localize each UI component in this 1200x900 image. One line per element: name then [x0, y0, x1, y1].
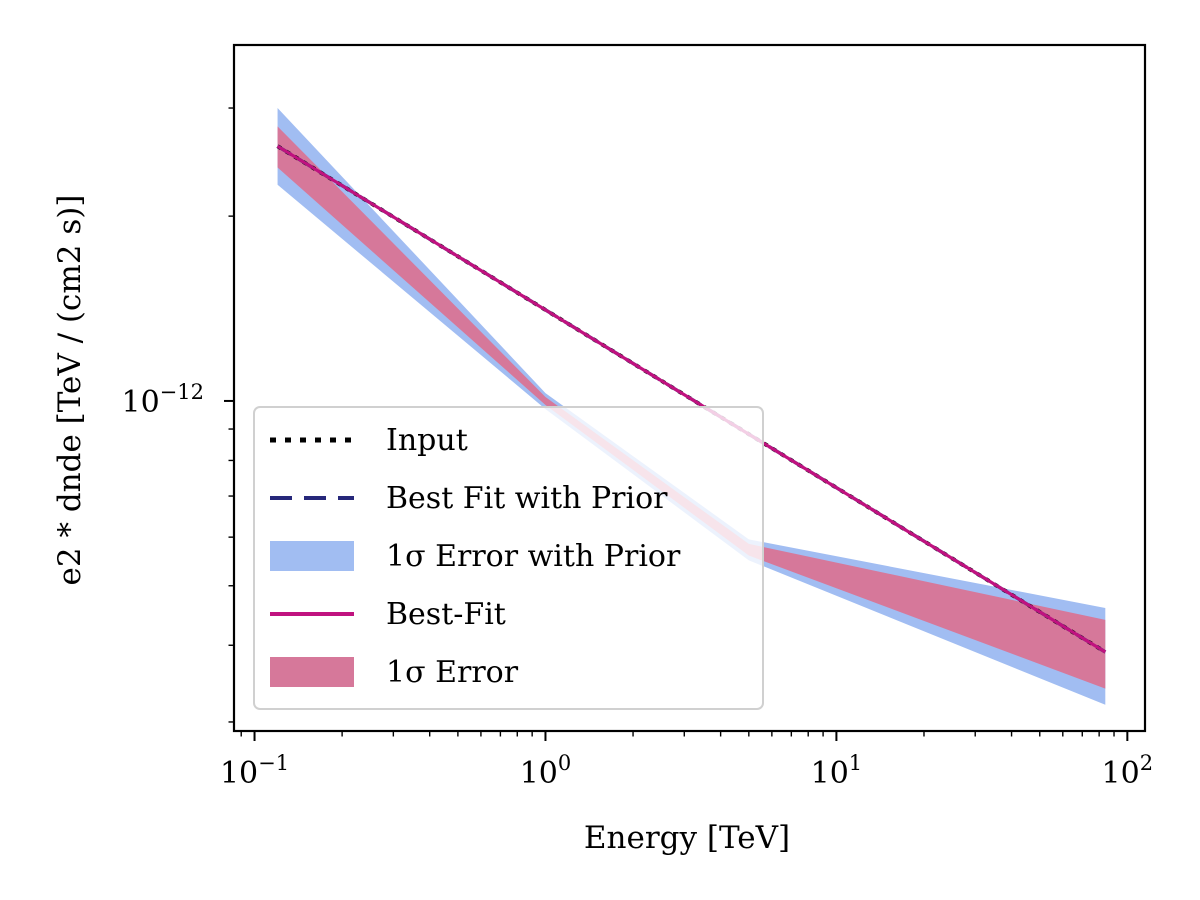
legend-label-3: Best-Fit [386, 597, 506, 632]
legend-label-4: 1σ Error [386, 655, 519, 690]
y-axis-label: e2 * dnde [TeV / (cm2 s)] [52, 195, 88, 586]
error-band-1 [277, 126, 1106, 689]
legend-box [253, 406, 764, 710]
x-tick-label-3: 102 [1102, 751, 1154, 791]
x-tick-label-0: 10−1 [220, 751, 289, 791]
x-axis-label: Energy [TeV] [584, 820, 790, 856]
legend: Input Best Fit with Prior 1σ Error with Pr… [253, 406, 764, 710]
legend-swatch-4 [270, 657, 354, 687]
legend-swatch-2 [270, 541, 354, 571]
series-lines [276, 144, 1107, 654]
series-line-2 [276, 144, 1107, 654]
x-axis-ticks: 10−1 100 101 102 [220, 731, 1153, 791]
legend-label-0: Input [386, 423, 468, 458]
error-bands [277, 108, 1106, 705]
x-tick-label-2: 101 [811, 751, 863, 791]
legend-label-1: Best Fit with Prior [386, 481, 668, 516]
y-tick-label-0: 10−12 [121, 380, 204, 420]
x-tick-label-1: 100 [520, 751, 572, 791]
y-axis-ticks: 10−12 [121, 107, 234, 723]
plot-frame [232, 43, 1147, 733]
legend-label-2: 1σ Error with Prior [386, 539, 681, 574]
